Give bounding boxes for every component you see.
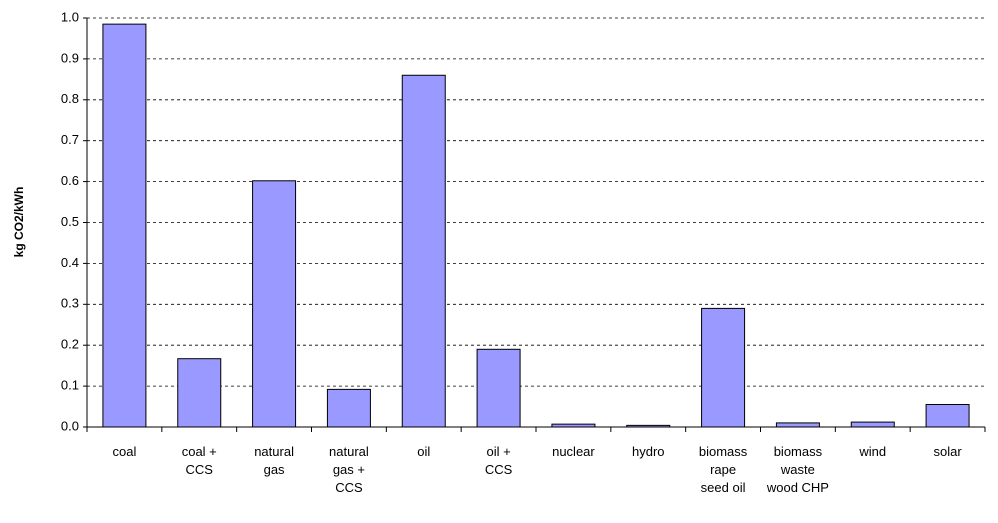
bar xyxy=(326,388,371,428)
x-tick-label: biomass rape seed oil xyxy=(699,444,748,495)
bar xyxy=(850,421,895,428)
y-tick-label: 0.4 xyxy=(61,255,79,270)
x-tick-label: coal + CCS xyxy=(182,444,217,477)
y-tick-label: 1.0 xyxy=(61,9,79,24)
y-axis-label: kg CO2/kWh xyxy=(12,187,26,258)
x-tick-label: hydro xyxy=(632,444,665,459)
bar xyxy=(701,307,746,428)
y-tick-label: 0.5 xyxy=(61,214,79,229)
bar xyxy=(775,422,820,428)
y-tick-label: 0.3 xyxy=(61,296,79,311)
y-tick-label: 0.7 xyxy=(61,132,79,147)
x-tick-label: nuclear xyxy=(552,444,595,459)
x-tick-label: coal xyxy=(112,444,136,459)
y-tick-label: 0.6 xyxy=(61,173,79,188)
y-tick-label: 0.0 xyxy=(61,418,79,433)
x-tick-label: oil xyxy=(417,444,430,459)
bar xyxy=(626,424,671,428)
bar xyxy=(925,404,970,428)
bar xyxy=(401,74,446,428)
x-tick-label: biomass waste wood CHP xyxy=(766,444,829,495)
bar xyxy=(551,423,596,428)
bar xyxy=(102,23,147,428)
y-tick-label: 0.9 xyxy=(61,50,79,65)
y-tick-label: 0.2 xyxy=(61,337,79,352)
x-tick-label: natural gas xyxy=(254,444,294,477)
bar xyxy=(252,180,297,428)
x-tick-label: wind xyxy=(858,444,886,459)
x-tick-label: oil + CCS xyxy=(485,444,513,477)
y-tick-label: 0.1 xyxy=(61,378,79,393)
bar xyxy=(476,348,521,428)
x-tick-label: natural gas + CCS xyxy=(329,444,369,495)
bar xyxy=(177,358,222,428)
x-tick-label: solar xyxy=(933,444,962,459)
y-tick-label: 0.8 xyxy=(61,91,79,106)
